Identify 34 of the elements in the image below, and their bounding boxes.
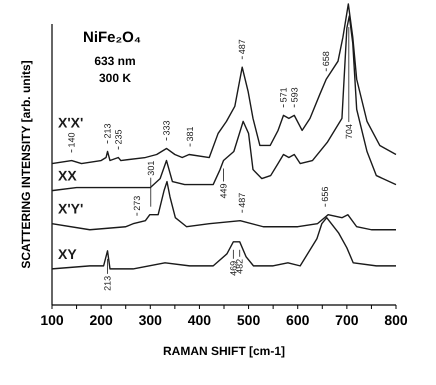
x-tick-label: 200 (89, 312, 114, 328)
annotation: 235 (113, 129, 124, 144)
legend-label: XX (58, 168, 78, 184)
x-tick-label: 100 (40, 312, 64, 328)
annotation: 571 (278, 87, 288, 102)
x-tick-label: 500 (236, 312, 260, 328)
annotation: 333 (162, 120, 172, 136)
series-label: X'Y' (58, 200, 84, 217)
annotation: NiFe₂O₄ (83, 29, 141, 46)
annotation: 487 (237, 192, 248, 208)
x-axis-title: RAMAN SHIFT [cm-1] (163, 344, 285, 358)
annotation: 273 (132, 196, 142, 211)
annotation: 449 (218, 184, 229, 199)
annotation: 704 (344, 124, 354, 140)
x-tick-label: 600 (286, 312, 310, 328)
annotation: 633 nm (94, 54, 136, 68)
annotation: 656 (320, 186, 330, 202)
text: X'X' (58, 114, 84, 131)
annotation: 140 (66, 132, 77, 148)
annotation: 213 (102, 123, 113, 138)
annotation: 593 (289, 87, 300, 102)
series-label: XY (58, 246, 78, 262)
x-tick-label: 400 (188, 312, 212, 328)
annotation: 658 (321, 51, 332, 66)
annotation: 300 K (98, 71, 132, 85)
x-tick-label: 300 (138, 312, 162, 328)
annotation: 487 (237, 39, 248, 54)
y-axis-title: SCATTERING INTENSITY [arb. units] (19, 60, 33, 269)
x-tick-label: 700 (335, 312, 359, 328)
x-tick-label: 800 (384, 312, 408, 328)
annotation: 213 (102, 276, 113, 291)
annotation: 482 (234, 258, 245, 274)
annotation: 301 (146, 160, 156, 176)
annotation: 381 (185, 126, 196, 142)
